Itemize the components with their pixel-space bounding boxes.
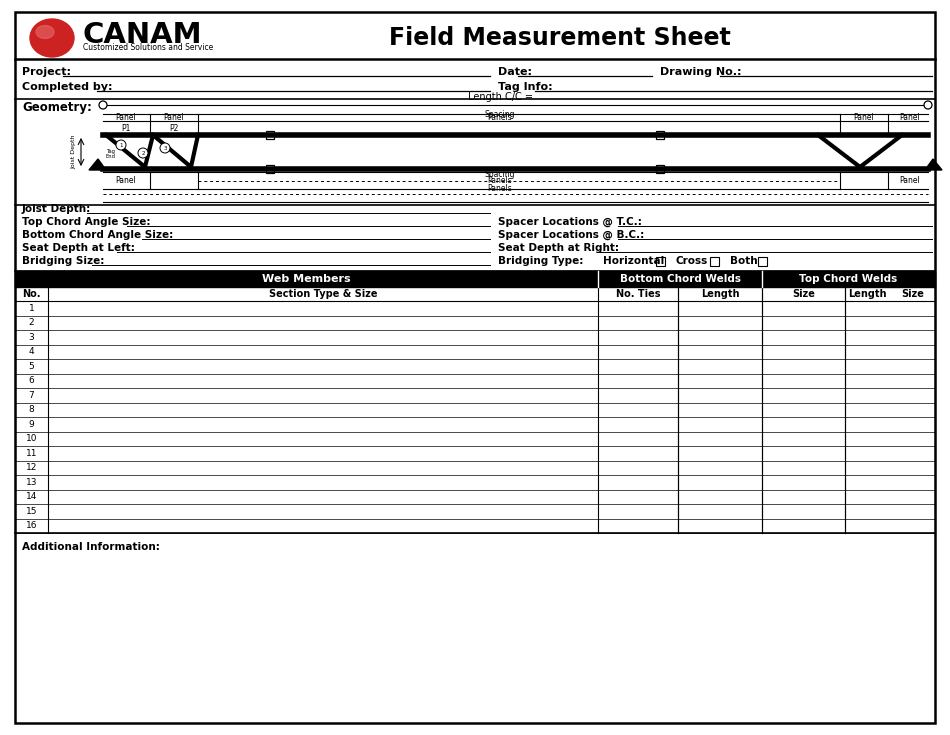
Text: P1: P1 — [122, 124, 131, 133]
Polygon shape — [925, 159, 942, 170]
Circle shape — [138, 148, 148, 158]
Text: Length: Length — [848, 289, 886, 299]
Polygon shape — [89, 159, 106, 170]
Text: Size: Size — [792, 289, 815, 299]
Text: 8: 8 — [28, 405, 34, 415]
Text: 12: 12 — [26, 463, 37, 473]
Ellipse shape — [30, 19, 74, 57]
Text: Horizontal: Horizontal — [603, 256, 664, 266]
Bar — [15, 271, 935, 287]
Text: Seat Depth at Left:: Seat Depth at Left: — [22, 243, 135, 253]
Text: Joist Depth: Joist Depth — [71, 135, 77, 169]
Text: Additional Information:: Additional Information: — [22, 542, 160, 552]
Circle shape — [160, 143, 170, 153]
Text: Panel: Panel — [116, 113, 137, 122]
Text: Bottom Chord Angle Size:: Bottom Chord Angle Size: — [22, 230, 173, 240]
Text: Spacing: Spacing — [484, 170, 515, 179]
Text: Web Members: Web Members — [262, 274, 351, 284]
Bar — [710, 257, 719, 266]
Text: CANAM: CANAM — [83, 21, 202, 49]
Text: Bottom Chord Welds: Bottom Chord Welds — [619, 274, 740, 284]
Text: 7: 7 — [28, 391, 34, 400]
Text: Completed by:: Completed by: — [22, 82, 112, 92]
Text: Both: Both — [730, 256, 758, 266]
Text: Size: Size — [901, 289, 924, 299]
Text: 3: 3 — [163, 146, 167, 151]
Circle shape — [116, 140, 126, 150]
Text: Bridging Type:: Bridging Type: — [498, 256, 583, 266]
Text: Top Chord Angle Size:: Top Chord Angle Size: — [22, 217, 150, 227]
Text: Spacer Locations @ T.C.:: Spacer Locations @ T.C.: — [498, 217, 642, 227]
Text: 10: 10 — [26, 434, 37, 443]
Text: 2: 2 — [28, 318, 34, 327]
Bar — [656, 257, 665, 266]
Text: 13: 13 — [26, 478, 37, 487]
Text: No.: No. — [22, 289, 41, 299]
Text: 3: 3 — [28, 333, 34, 342]
Text: Geometry:: Geometry: — [22, 101, 92, 113]
Text: Panel: Panel — [900, 176, 921, 185]
Text: Panel: Panel — [900, 113, 921, 122]
Ellipse shape — [36, 26, 54, 38]
Text: Panels: Panels — [487, 113, 512, 122]
Text: Length: Length — [701, 289, 739, 299]
Text: 15: 15 — [26, 506, 37, 516]
Circle shape — [99, 101, 107, 109]
Text: Panel: Panel — [854, 113, 874, 122]
Text: 9: 9 — [28, 420, 34, 429]
Text: Spacing: Spacing — [484, 110, 515, 118]
Text: Panels: Panels — [487, 176, 512, 185]
Text: Cross: Cross — [676, 256, 709, 266]
Bar — [656, 165, 664, 173]
Text: 4: 4 — [28, 347, 34, 356]
Bar — [266, 165, 274, 173]
Text: 16: 16 — [26, 521, 37, 530]
Text: Bridging Size:: Bridging Size: — [22, 256, 104, 266]
Text: 2: 2 — [142, 151, 144, 156]
Circle shape — [924, 101, 932, 109]
Text: 14: 14 — [26, 492, 37, 501]
Text: Drawing No.:: Drawing No.: — [660, 67, 742, 77]
Text: Field Measurement Sheet: Field Measurement Sheet — [390, 26, 731, 50]
Bar — [758, 257, 767, 266]
Text: Tag
End: Tag End — [106, 148, 116, 159]
Text: Panel: Panel — [116, 176, 137, 185]
Text: Project:: Project: — [22, 67, 71, 77]
Bar — [656, 131, 664, 139]
Bar — [266, 131, 274, 139]
Text: Seat Depth at Right:: Seat Depth at Right: — [498, 243, 619, 253]
Text: 11: 11 — [26, 449, 37, 458]
Text: 1: 1 — [120, 143, 123, 148]
Text: Joist Depth:: Joist Depth: — [22, 204, 91, 214]
Text: Customized Solutions and Service: Customized Solutions and Service — [83, 43, 213, 51]
Text: Date:: Date: — [498, 67, 532, 77]
Text: 5: 5 — [28, 362, 34, 370]
Text: Spacer Locations @ B.C.:: Spacer Locations @ B.C.: — [498, 230, 644, 240]
Text: Panels: Panels — [487, 184, 512, 193]
Text: P2: P2 — [169, 124, 179, 133]
Text: Section Type & Size: Section Type & Size — [269, 289, 377, 299]
Text: Top Chord Welds: Top Chord Welds — [799, 274, 898, 284]
Text: Panel: Panel — [163, 113, 184, 122]
Text: No. Ties: No. Ties — [616, 289, 660, 299]
Text: Tag Info:: Tag Info: — [498, 82, 553, 92]
Text: 1: 1 — [28, 304, 34, 313]
Text: Length C/C =: Length C/C = — [467, 92, 533, 102]
Text: 6: 6 — [28, 376, 34, 385]
